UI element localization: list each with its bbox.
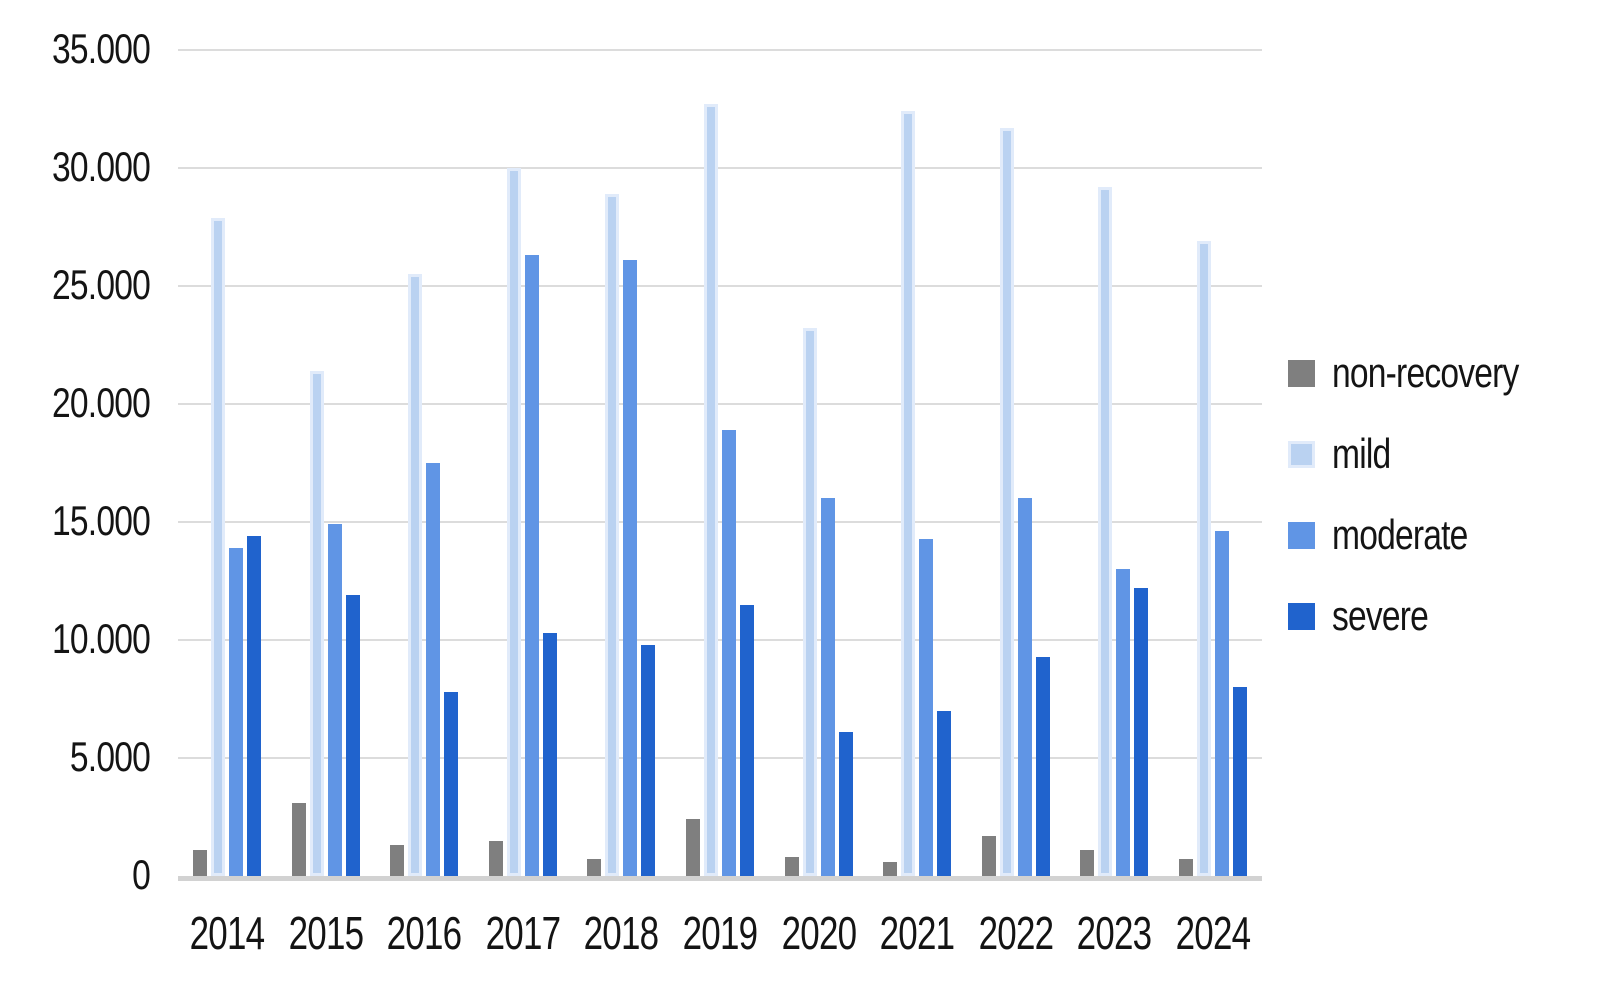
gridline [178, 49, 1262, 51]
legend-item-moderate: moderate [1288, 511, 1501, 558]
bar-non-recovery-2022 [982, 836, 996, 876]
bar-severe-2023 [1134, 588, 1148, 876]
gridline [178, 521, 1262, 523]
x-tick-label-2020: 2020 [781, 907, 857, 959]
bar-non-recovery-2015 [292, 803, 306, 876]
bar-severe-2019 [740, 605, 754, 876]
legend-swatch-mild [1288, 440, 1315, 468]
y-tick-label: 15.000 [52, 497, 151, 545]
x-tick-label-2016: 2016 [386, 907, 463, 959]
bar-mild-2019 [704, 104, 718, 876]
bar-severe-2020 [839, 732, 853, 876]
bar-severe-2024 [1233, 687, 1247, 876]
bar-mild-2015 [310, 371, 324, 876]
bar-severe-2015 [346, 595, 360, 876]
bar-non-recovery-2017 [489, 841, 503, 876]
bar-non-recovery-2024 [1179, 859, 1193, 876]
y-tick-label: 5.000 [69, 733, 151, 781]
y-tick-label: 10.000 [52, 615, 151, 663]
x-tick-label-2015: 2015 [288, 907, 364, 959]
bar-mild-2021 [901, 111, 915, 876]
legend-item-severe: severe [1288, 592, 1452, 639]
bar-severe-2017 [543, 633, 557, 876]
legend-label-moderate: moderate [1332, 511, 1468, 558]
bar-moderate-2017 [525, 255, 539, 876]
bar-non-recovery-2020 [785, 857, 799, 876]
bar-severe-2022 [1036, 657, 1050, 876]
legend-label-non-recovery: non-recovery [1332, 349, 1519, 396]
y-tick-label: 20.000 [52, 379, 151, 427]
bar-moderate-2024 [1215, 531, 1229, 876]
bar-severe-2021 [937, 711, 951, 876]
bar-mild-2020 [803, 328, 817, 876]
bar-moderate-2016 [426, 463, 440, 876]
legend-swatch-severe [1288, 602, 1315, 630]
bar-severe-2018 [641, 645, 655, 876]
y-tick-label: 30.000 [52, 143, 151, 191]
legend-label-severe: severe [1332, 592, 1429, 639]
bar-mild-2018 [605, 194, 619, 876]
y-tick-label: 0 [132, 851, 151, 899]
bar-non-recovery-2014 [193, 850, 207, 876]
bar-moderate-2020 [821, 498, 835, 876]
legend-swatch-moderate [1288, 521, 1315, 549]
x-tick-label-2018: 2018 [584, 907, 660, 959]
bar-mild-2014 [211, 218, 225, 876]
x-tick-label-2023: 2023 [1076, 907, 1153, 959]
bar-moderate-2023 [1116, 569, 1130, 876]
bar-mild-2022 [1000, 128, 1014, 876]
y-tick-label: 25.000 [52, 261, 151, 309]
legend-item-mild: mild [1288, 430, 1405, 477]
bar-mild-2017 [507, 168, 521, 876]
x-tick-label-2014: 2014 [189, 907, 266, 959]
legend-swatch-non-recovery [1288, 359, 1315, 387]
gridline [178, 285, 1262, 287]
gridline [178, 639, 1262, 641]
bar-non-recovery-2019 [686, 819, 700, 876]
bar-non-recovery-2016 [390, 845, 404, 876]
bar-mild-2016 [408, 274, 422, 876]
bar-non-recovery-2023 [1080, 850, 1094, 876]
x-tick-label-2019: 2019 [682, 907, 759, 959]
x-axis-line [178, 876, 1262, 881]
x-tick-label-2021: 2021 [879, 907, 956, 959]
bar-mild-2024 [1197, 241, 1211, 876]
bar-severe-2014 [247, 536, 261, 876]
y-tick-label: 35.000 [52, 25, 151, 73]
gridline [178, 757, 1262, 759]
bar-moderate-2014 [229, 548, 243, 876]
gridline [178, 167, 1262, 169]
legend-item-non-recovery: non-recovery [1288, 349, 1565, 396]
bar-non-recovery-2018 [587, 859, 601, 876]
bar-moderate-2022 [1018, 498, 1032, 876]
x-tick-label-2022: 2022 [978, 907, 1054, 959]
x-tick-label-2017: 2017 [485, 907, 562, 959]
bar-moderate-2019 [722, 430, 736, 876]
x-tick-label-2024: 2024 [1175, 907, 1251, 959]
bar-moderate-2021 [919, 539, 933, 876]
bar-non-recovery-2021 [883, 862, 897, 876]
gridline [178, 403, 1262, 405]
bar-moderate-2015 [328, 524, 342, 876]
bar-severe-2016 [444, 692, 458, 876]
legend-label-mild: mild [1332, 430, 1391, 477]
bar-moderate-2018 [623, 260, 637, 876]
bar-mild-2023 [1098, 187, 1112, 876]
